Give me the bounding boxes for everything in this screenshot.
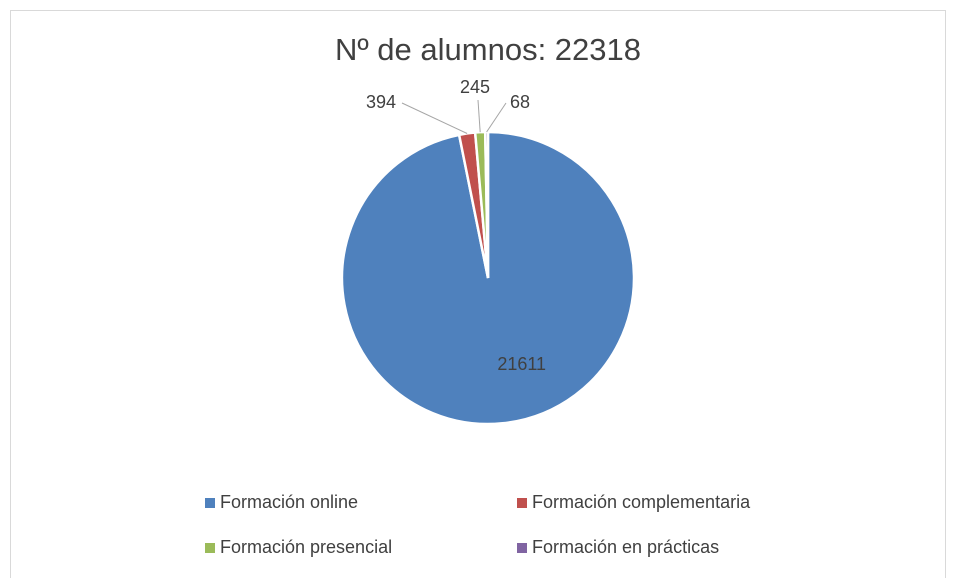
leader-line	[477, 99, 481, 133]
legend-label: Formación complementaria	[532, 492, 751, 512]
legend-label: Formación presencial	[220, 537, 392, 557]
legend-swatch	[517, 543, 527, 553]
chart-title: Nº de alumnos: 22318	[335, 32, 641, 67]
data-label: 21611	[497, 354, 546, 374]
data-label: 394	[366, 92, 396, 112]
leader-line	[401, 102, 468, 134]
leader-line	[486, 102, 507, 133]
legend-swatch	[517, 498, 527, 508]
pie-slice	[483, 130, 490, 279]
data-label: 68	[510, 92, 530, 112]
legend-swatch	[205, 543, 215, 553]
data-label: 245	[460, 77, 490, 97]
legend-label: Formación online	[220, 492, 358, 512]
legend-swatch	[205, 498, 215, 508]
legend-label: Formación en prácticas	[532, 537, 719, 557]
